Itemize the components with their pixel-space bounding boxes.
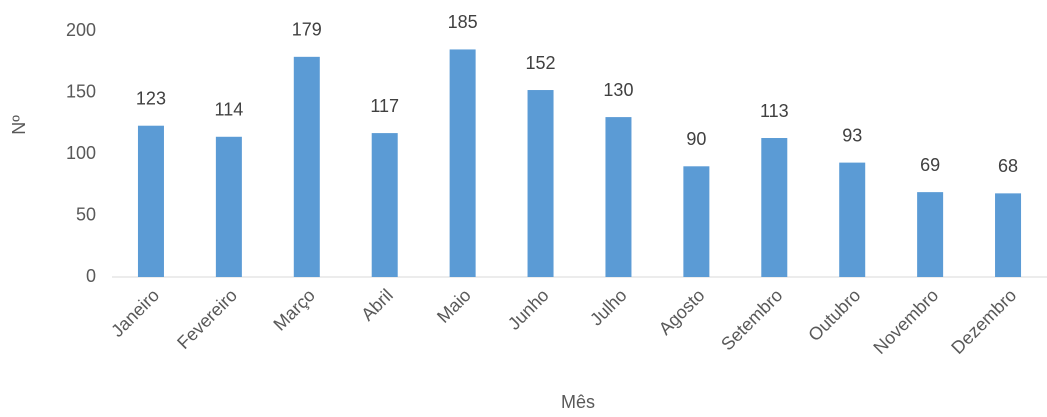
x-tick-label: Janeiro — [107, 285, 163, 341]
x-tick-label: Março — [269, 285, 319, 335]
y-axis-label: Nº — [9, 115, 29, 135]
x-tick-label: Novembro — [869, 285, 942, 358]
bar — [371, 133, 398, 277]
data-label: 130 — [603, 80, 633, 100]
x-tick-label: Maio — [433, 285, 475, 327]
y-tick-label: 100 — [66, 143, 96, 163]
data-label: 69 — [920, 155, 940, 175]
x-tick-label: Julho — [586, 285, 631, 330]
bar — [215, 136, 242, 277]
bar — [995, 193, 1022, 277]
bar — [293, 56, 320, 277]
data-label: 185 — [448, 12, 478, 32]
bar — [527, 90, 554, 277]
data-label: 113 — [760, 101, 789, 121]
x-tick-label: Dezembro — [947, 285, 1020, 358]
x-tick-label: Outubro — [804, 285, 864, 345]
y-tick-label: 150 — [66, 81, 96, 101]
y-tick-label: 50 — [76, 204, 96, 224]
bar — [683, 166, 710, 277]
x-tick-label: Fevereiro — [173, 285, 241, 353]
y-tick-label: 200 — [66, 20, 96, 40]
data-label: 123 — [136, 88, 166, 108]
x-tick-label: Abril — [357, 285, 397, 325]
data-label: 179 — [292, 20, 322, 40]
data-label: 152 — [526, 53, 556, 73]
bar — [137, 125, 164, 278]
bar — [449, 49, 476, 278]
x-tick-label: Setembro — [717, 285, 786, 354]
x-tick-label: Junho — [504, 285, 553, 334]
bar — [917, 192, 944, 277]
x-tick-label: Agosto — [655, 285, 709, 339]
x-axis-label: Mês — [561, 392, 595, 412]
data-label: 114 — [215, 100, 244, 120]
y-tick-label: 0 — [86, 266, 96, 286]
bar — [605, 117, 632, 277]
bar — [839, 162, 866, 277]
data-label: 117 — [370, 96, 399, 116]
data-label: 68 — [998, 156, 1018, 176]
bar — [761, 138, 788, 277]
data-label: 90 — [686, 129, 706, 149]
data-label: 93 — [842, 125, 862, 145]
